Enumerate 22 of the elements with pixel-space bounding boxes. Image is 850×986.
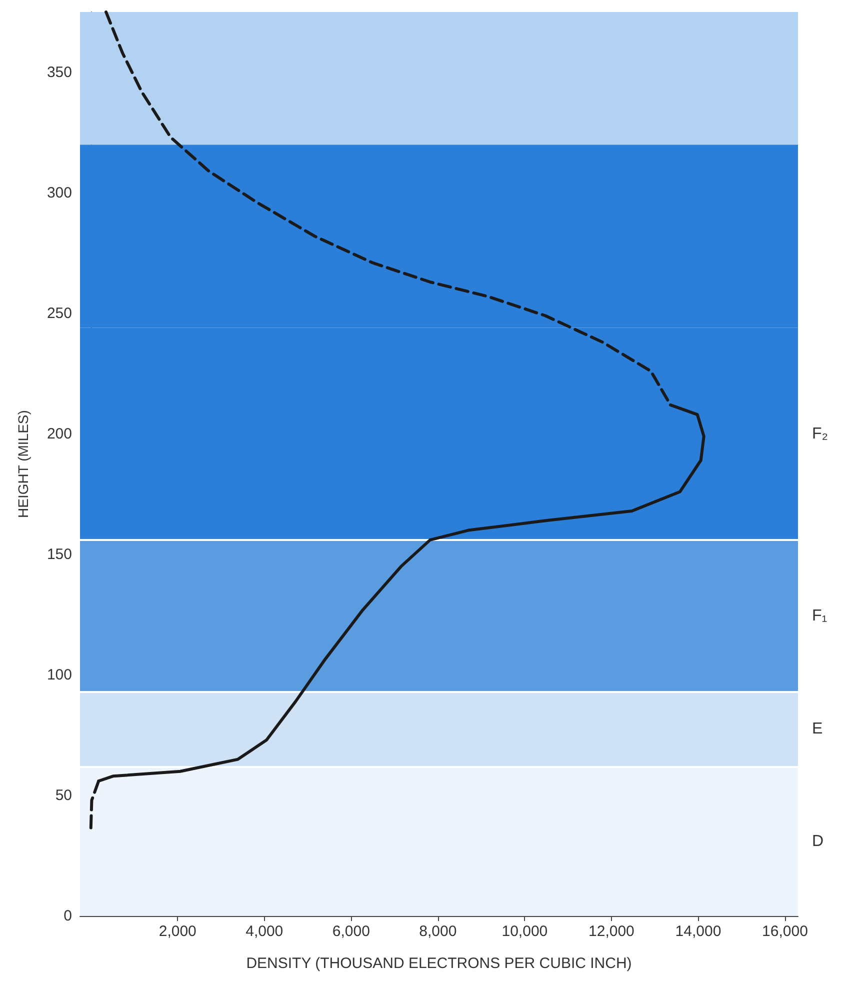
- band-label: F₂: [812, 425, 828, 442]
- band-label: D: [812, 832, 824, 850]
- y-tick-label: 0: [64, 908, 72, 924]
- y-tick-label: 250: [46, 304, 72, 322]
- band-label: E: [812, 720, 823, 738]
- band-label: F₁: [812, 607, 828, 624]
- y-tick-label: 350: [46, 64, 72, 81]
- x-axis-title: DENSITY (THOUSAND ELECTRONS PER CUBIC INCH): [246, 955, 632, 972]
- x-tick-label: 10,000: [502, 923, 548, 940]
- y-tick-label: 300: [46, 184, 72, 202]
- y-tick-label: 200: [46, 425, 72, 442]
- y-tick-label: 100: [46, 666, 72, 684]
- x-tick-label: 14,000: [675, 923, 722, 940]
- y-axis-title: HEIGHT (MILES): [15, 410, 31, 518]
- x-tick-label: 4,000: [246, 923, 284, 940]
- x-tick-label: 16,000: [762, 923, 808, 940]
- x-tick-label: 6,000: [332, 923, 370, 940]
- x-tick-label: 8,000: [419, 923, 457, 940]
- y-tick-label: 50: [55, 786, 72, 804]
- x-tick-label: 2,000: [158, 923, 196, 940]
- x-tick-label: 12,000: [588, 923, 634, 940]
- y-tick-label: 150: [46, 546, 72, 563]
